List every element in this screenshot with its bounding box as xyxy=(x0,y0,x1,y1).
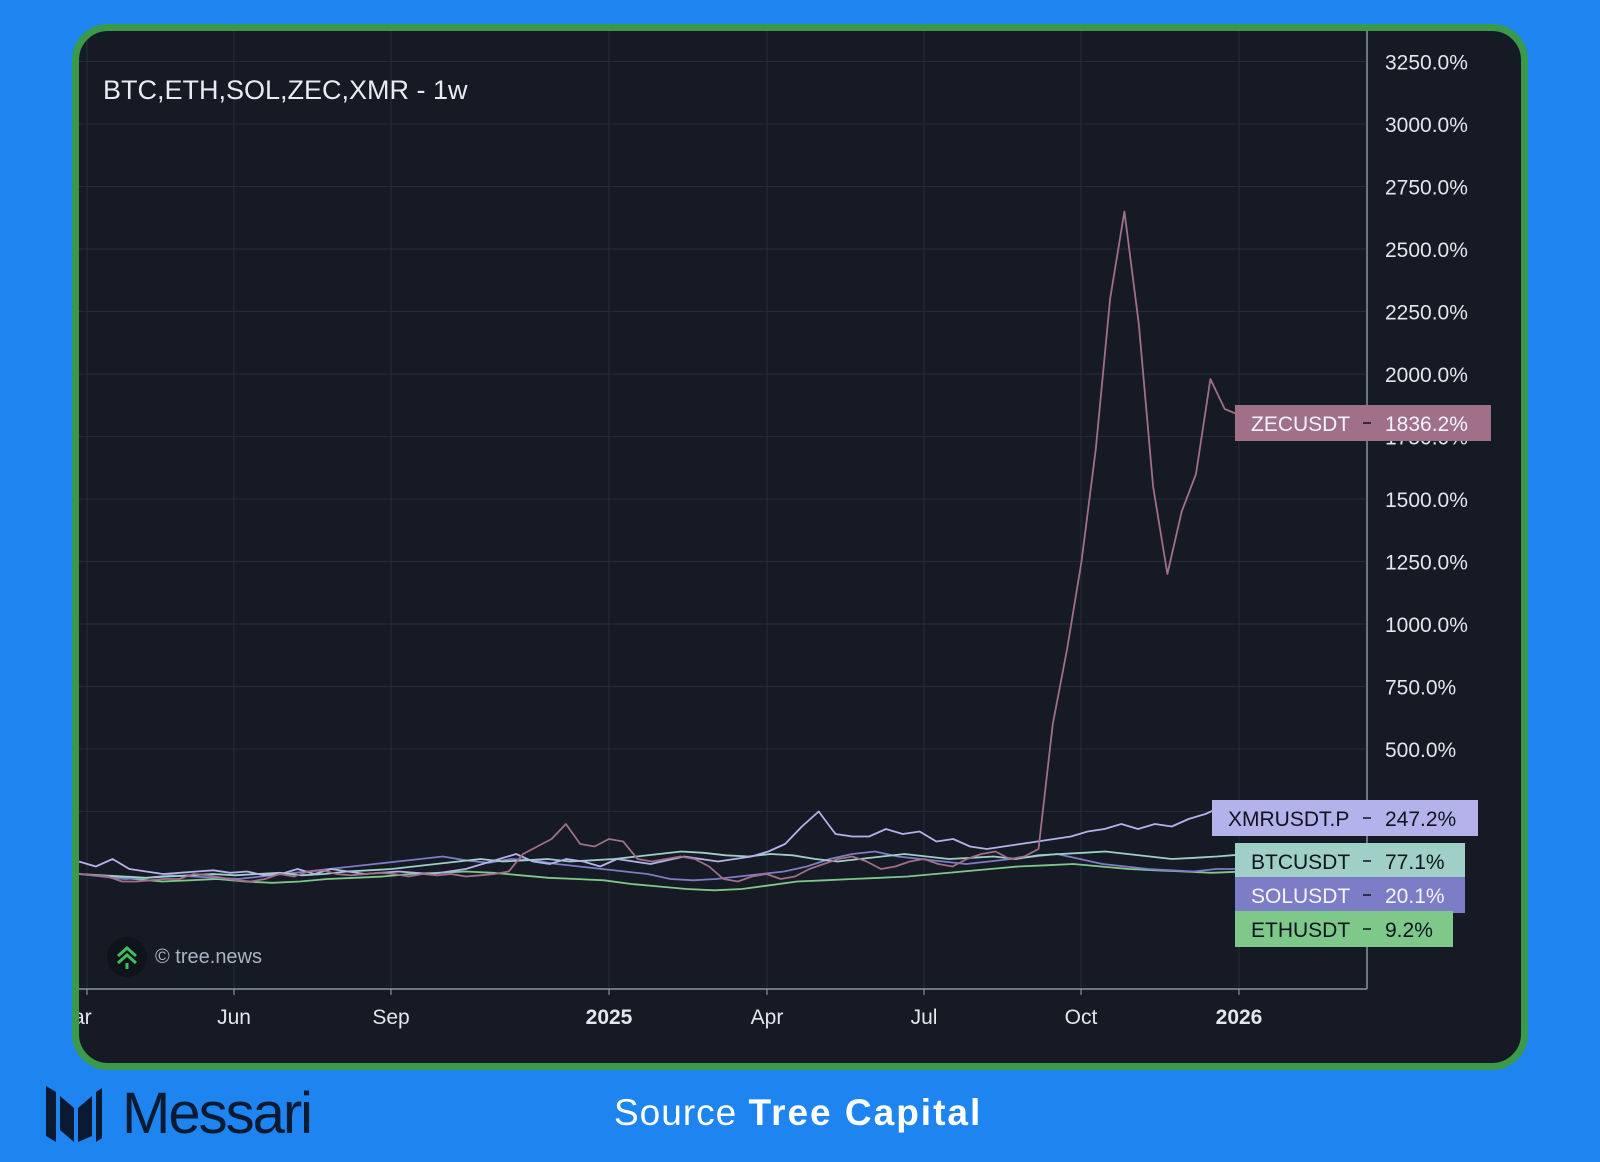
chart-frame: 3250.0% 3000.0% 2750.0% 2500.0% 2250.0% 2000.… xyxy=(72,24,1528,1070)
price-label-value: 20.1% xyxy=(1385,885,1445,908)
y-tick-label: 1250.0% xyxy=(1385,552,1468,575)
x-tick-label: Jun xyxy=(217,1006,251,1029)
x-tick-label: Sep xyxy=(372,1006,409,1029)
watermark-text: © tree.news xyxy=(155,945,263,968)
chart-title: BTC,ETH,SOL,ZEC,XMR - 1w xyxy=(103,75,468,105)
price-label-name: SOLUSDT xyxy=(1251,885,1350,908)
y-tick-label: 2250.0% xyxy=(1385,302,1468,325)
source-prefix: Source xyxy=(614,1092,738,1133)
price-label-name: XMRUSDT.P xyxy=(1228,808,1349,831)
watermark: © tree.news xyxy=(107,937,262,977)
series-line-btcusdt xyxy=(79,850,1240,879)
chart-plot: 3250.0% 3000.0% 2750.0% 2500.0% 2250.0% 2000.… xyxy=(79,31,1491,1029)
tree-news-logo-icon xyxy=(107,937,147,977)
source-line: Source Tree Capital xyxy=(614,1092,982,1134)
series-line-zecusdt xyxy=(79,210,1240,883)
price-label-value: 1836.2% xyxy=(1385,413,1468,436)
y-tick-label: 750.0% xyxy=(1385,677,1456,700)
price-label-name: ZECUSDT xyxy=(1251,413,1350,436)
price-label-bg xyxy=(1212,800,1478,836)
price-label-bg xyxy=(1235,911,1453,947)
x-tick-label: Oct xyxy=(1065,1006,1098,1029)
series-line-solusdt xyxy=(79,850,1239,882)
y-tick-label: 500.0% xyxy=(1385,739,1456,762)
x-tick-label: 2025 xyxy=(586,1006,633,1029)
y-tick-label: 2750.0% xyxy=(1385,177,1468,200)
messari-wordmark: Messari xyxy=(122,1081,313,1146)
series-line-xmrusdt-p xyxy=(79,805,1240,877)
x-tick-label: Apr xyxy=(751,1006,784,1029)
price-label-value: 77.1% xyxy=(1385,851,1445,874)
x-tick-label: ar xyxy=(79,1006,92,1029)
series-line-ethusdt xyxy=(79,863,1240,892)
y-tick-label: 1000.0% xyxy=(1385,614,1468,637)
price-label-bg xyxy=(1235,877,1465,913)
messari-logo: Messari xyxy=(46,1080,313,1147)
y-tick-label: 3000.0% xyxy=(1385,114,1468,137)
price-label-name: BTCUSDT xyxy=(1251,851,1350,874)
y-tick-label: 2000.0% xyxy=(1385,364,1468,387)
price-label-bg xyxy=(1235,843,1465,879)
y-tick-label: 1500.0% xyxy=(1385,489,1468,512)
x-tick-label: 2026 xyxy=(1216,1006,1263,1029)
source-name: Tree Capital xyxy=(748,1092,983,1133)
price-label-name: ETHUSDT xyxy=(1251,919,1350,942)
price-label-value: 247.2% xyxy=(1385,808,1456,831)
price-label-value: 9.2% xyxy=(1385,919,1433,942)
messari-mark-icon xyxy=(46,1085,102,1142)
x-tick-label: Jul xyxy=(911,1006,938,1029)
y-tick-label: 3250.0% xyxy=(1385,52,1468,75)
y-tick-label: 2500.0% xyxy=(1385,239,1468,262)
